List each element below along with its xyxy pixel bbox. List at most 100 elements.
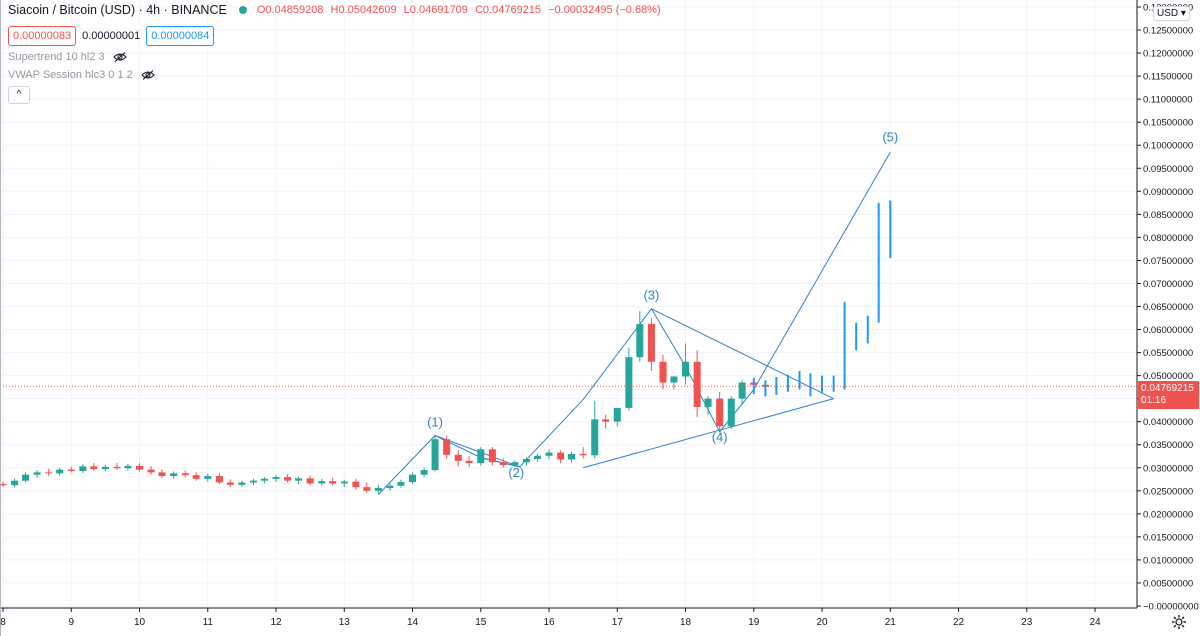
y-tick-label: 0.12500000 <box>1143 26 1193 37</box>
x-tick-label: 9 <box>68 617 74 628</box>
buy-price-button[interactable]: 0.00000084 <box>146 26 215 46</box>
chart-legend-header: Siacoin / Bitcoin (USD) · 4h · BINANCE O… <box>8 3 665 17</box>
wave-label: (4) <box>712 430 728 445</box>
sell-price-button[interactable]: 0.00000083 <box>8 26 77 46</box>
candle-body <box>625 357 633 408</box>
candle-body <box>533 455 541 460</box>
x-tick-label: 16 <box>543 617 555 628</box>
candle-body <box>363 487 371 491</box>
y-tick-label: 0.10000000 <box>1143 141 1193 152</box>
x-tick-label: 21 <box>885 617 897 628</box>
elliott-wave-lines <box>378 151 891 495</box>
candle-body <box>477 449 485 464</box>
candle-body <box>33 472 41 475</box>
candle-body <box>738 382 746 399</box>
spread-value: 0.00000001 <box>82 30 141 42</box>
candle-body <box>465 460 473 464</box>
candle-body <box>238 482 246 485</box>
candle-body <box>79 466 87 471</box>
x-tick-label: 23 <box>1021 617 1033 628</box>
symbol-title[interactable]: Siacoin / Bitcoin (USD) · 4h · BINANCE <box>8 3 227 17</box>
y-tick-label: 0.10500000 <box>1143 118 1193 129</box>
wave-label: (3) <box>643 288 659 303</box>
y-tick-label: 0.05000000 <box>1143 371 1193 382</box>
y-tick-label: 0.07000000 <box>1143 279 1193 290</box>
candle-body <box>0 483 7 486</box>
triangle-lower-line <box>583 398 834 469</box>
candle-body <box>636 324 644 358</box>
candle-body <box>136 465 144 470</box>
gear-icon[interactable] <box>1171 614 1187 630</box>
candle-body <box>22 474 30 481</box>
y-tick-label: 0.06000000 <box>1143 325 1193 336</box>
y-tick-label: 0.06500000 <box>1143 302 1193 313</box>
triangle-upper-line <box>651 308 834 400</box>
y-tick-label: 0.12000000 <box>1143 49 1193 60</box>
candle-body <box>215 476 223 483</box>
candle-body <box>67 469 75 471</box>
y-tick-label: 0.09000000 <box>1143 187 1193 198</box>
candle-body <box>727 398 735 427</box>
candle-body <box>147 469 155 473</box>
candle-body <box>545 452 553 456</box>
close-value: C0.04769215 <box>474 4 542 16</box>
projection-bars <box>752 200 892 397</box>
indicator-vwap[interactable]: VWAP Session hlc3 0 1 2 <box>8 69 155 81</box>
wave-label: (2) <box>508 465 524 480</box>
y-tick-label: 0.09500000 <box>1143 164 1193 175</box>
candle-body <box>272 476 280 479</box>
candle-body <box>113 466 121 469</box>
currency-selector[interactable]: USD ▾ <box>1153 6 1190 21</box>
x-tick-label: 13 <box>339 617 351 628</box>
candle-body <box>192 475 200 479</box>
candle-body <box>11 480 19 486</box>
candle-body <box>557 452 565 460</box>
y-tick-label: 0.04000000 <box>1143 417 1193 428</box>
candle-body <box>329 481 337 484</box>
candle-body <box>158 472 166 477</box>
candle-body <box>374 488 382 491</box>
y-tick-label: 0.03500000 <box>1143 440 1193 451</box>
bar-countdown: 01:16 <box>1141 395 1167 406</box>
eye-off-icon[interactable] <box>112 52 127 62</box>
y-tick-label: 0.01000000 <box>1143 555 1193 566</box>
candle-body <box>420 470 428 475</box>
wave-path-line <box>378 151 891 495</box>
candlestick-series <box>0 311 769 494</box>
y-tick-label: 0.05500000 <box>1143 348 1193 359</box>
y-tick-label: 0.07500000 <box>1143 256 1193 267</box>
candle-body <box>226 482 234 485</box>
candle-body <box>682 361 690 377</box>
candle-body <box>704 398 712 407</box>
candle-body <box>488 449 496 463</box>
candle-body <box>659 361 667 383</box>
y-tick-label: −0.00000000 <box>1143 602 1199 613</box>
high-value: H0.05042609 <box>330 4 397 16</box>
chart-grid <box>2 0 1136 608</box>
candle-body <box>295 478 303 481</box>
change-value: −0.00032495 (−0.68%) <box>548 4 661 16</box>
bid-ask-row: 0.00000083 0.00000001 0.00000084 <box>8 26 215 46</box>
open-value: O0.04859208 <box>256 4 324 16</box>
candle-body <box>249 480 257 483</box>
candle-body <box>693 361 701 407</box>
candle-body <box>499 462 507 466</box>
x-tick-label: 12 <box>270 617 282 628</box>
eye-off-icon[interactable] <box>141 70 155 80</box>
y-tick-label: 0.11000000 <box>1143 95 1193 106</box>
candle-body <box>591 419 599 456</box>
candle-body <box>579 453 587 456</box>
collapse-legend-button[interactable]: ^ <box>8 86 30 104</box>
candle-body <box>45 472 53 474</box>
candle-body <box>340 481 348 484</box>
x-tick-label: 17 <box>612 617 624 628</box>
indicator-supertrend[interactable]: Supertrend 10 hl2 3 <box>8 51 127 63</box>
y-tick-label: 0.02000000 <box>1143 509 1193 520</box>
candle-body <box>284 476 292 481</box>
candle-body <box>318 481 326 484</box>
indicator-label: Supertrend 10 hl2 3 <box>8 51 105 63</box>
y-tick-label: 0.02500000 <box>1143 486 1193 497</box>
candle-body <box>511 462 519 466</box>
